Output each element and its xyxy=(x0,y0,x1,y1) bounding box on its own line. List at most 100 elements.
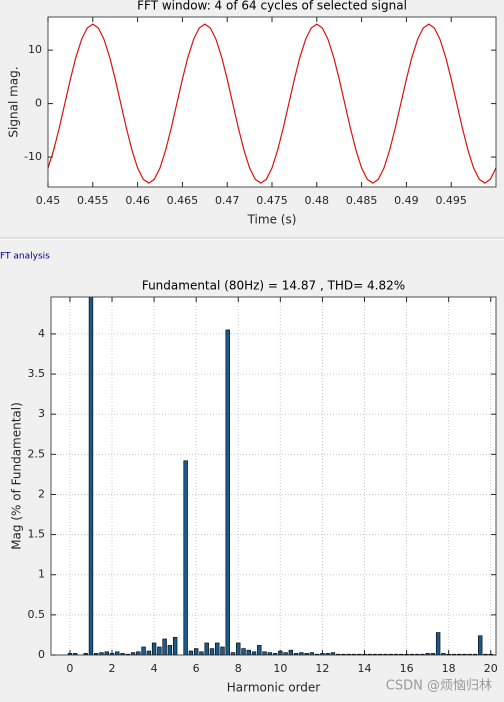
marks xyxy=(48,23,496,184)
x-tick-label: 14 xyxy=(357,662,371,675)
axes-frame xyxy=(50,296,497,656)
bar xyxy=(478,635,483,655)
x-tick-label: 0.475 xyxy=(256,194,288,207)
y-tick-label: 2.5 xyxy=(28,447,46,460)
x-tick-label: 0.485 xyxy=(346,194,378,207)
bar xyxy=(204,642,209,655)
x-tick-label: 0.49 xyxy=(394,194,419,207)
x-tick-label: 0.45 xyxy=(36,194,61,207)
bar xyxy=(225,329,230,655)
bar xyxy=(388,653,393,655)
x-tick-label: 0.48 xyxy=(305,194,330,207)
bar xyxy=(278,650,283,655)
bar xyxy=(241,648,246,655)
x-tick-label: 0 xyxy=(66,662,73,675)
bar xyxy=(472,653,478,655)
y-tick-label: 4 xyxy=(38,327,45,340)
bar xyxy=(167,645,173,655)
y-tick-label: -10 xyxy=(24,150,42,163)
bar xyxy=(346,653,351,655)
bar xyxy=(141,646,146,655)
bar xyxy=(115,651,120,655)
x-tick-label: 16 xyxy=(400,662,414,675)
bar xyxy=(125,653,130,655)
y-tick-label: 0 xyxy=(35,97,42,110)
bar xyxy=(336,653,341,655)
y-tick-label: 3.5 xyxy=(28,367,46,380)
bar xyxy=(183,460,188,655)
bar xyxy=(341,653,346,655)
watermark: CSDN @烦恼归林 xyxy=(386,679,492,694)
bar xyxy=(236,642,241,655)
bar xyxy=(456,653,462,655)
y-axis-label: Signal mag. xyxy=(7,66,21,137)
x-tick-label: 8 xyxy=(235,662,242,675)
chart-title: FFT window: 4 of 64 cycles of selected s… xyxy=(137,0,407,13)
bar xyxy=(314,653,320,655)
x-tick-label: 0.465 xyxy=(167,194,199,207)
bar xyxy=(288,649,294,655)
x-tick-label: 18 xyxy=(442,662,456,675)
bar xyxy=(136,651,141,655)
y-tick-label: 1 xyxy=(38,568,45,581)
bar xyxy=(383,653,388,655)
y-axis-label: Mag (% of Fundamental) xyxy=(10,402,24,550)
x-tick-label: 10 xyxy=(273,662,287,675)
bar xyxy=(378,653,383,655)
y-tick-label: 0 xyxy=(38,648,45,661)
bar xyxy=(409,653,415,655)
x-tick-label: 2 xyxy=(109,662,116,675)
bar xyxy=(483,653,488,655)
bar xyxy=(262,651,267,655)
plot-area xyxy=(51,297,496,655)
bar xyxy=(462,653,467,655)
bar xyxy=(367,653,372,655)
bar xyxy=(151,642,157,655)
bar xyxy=(157,646,162,655)
bar xyxy=(88,297,94,655)
x-tick-label: 0.46 xyxy=(125,194,150,207)
bar xyxy=(451,653,457,655)
bar xyxy=(172,637,178,655)
chart-title: Fundamental (80Hz) = 14.87 , THD= 4.82% xyxy=(142,279,405,293)
x-tick-label: 20 xyxy=(484,662,498,675)
x-tick-label: 6 xyxy=(193,662,200,675)
panel-label: FT analysis xyxy=(0,252,50,262)
bar xyxy=(357,653,362,655)
y-tick-label: 3 xyxy=(38,407,45,420)
signal-line xyxy=(48,23,496,184)
bar xyxy=(414,653,420,655)
x-tick-label: 0.47 xyxy=(215,194,240,207)
x-tick-label: 0.455 xyxy=(77,194,109,207)
bar xyxy=(420,653,425,655)
bar xyxy=(257,645,262,655)
x-tick-label: 4 xyxy=(151,662,158,675)
y-tick-label: 2 xyxy=(38,487,45,500)
bar xyxy=(362,653,367,655)
bar xyxy=(372,653,378,655)
bar xyxy=(404,653,409,655)
axes-frame xyxy=(47,16,497,188)
bar xyxy=(446,653,451,655)
bar xyxy=(104,651,109,655)
plot-area xyxy=(48,17,496,187)
y-tick-label: 1.5 xyxy=(28,528,46,541)
bar xyxy=(251,651,257,655)
x-tick-label: 12 xyxy=(315,662,329,675)
bar xyxy=(393,653,399,655)
bar xyxy=(162,638,167,655)
bar xyxy=(188,650,194,655)
x-axis-label: Harmonic order xyxy=(227,681,321,695)
x-axis-label: Time (s) xyxy=(247,213,297,227)
x-tick-label: 0.495 xyxy=(435,194,467,207)
bar xyxy=(199,651,204,655)
y-tick-label: 10 xyxy=(28,43,42,56)
bar xyxy=(435,632,441,655)
bar xyxy=(209,648,215,655)
bar xyxy=(220,646,225,655)
bar xyxy=(146,650,152,655)
y-tick-label: 0.5 xyxy=(28,608,46,621)
bar xyxy=(246,649,251,655)
bar xyxy=(399,653,404,655)
